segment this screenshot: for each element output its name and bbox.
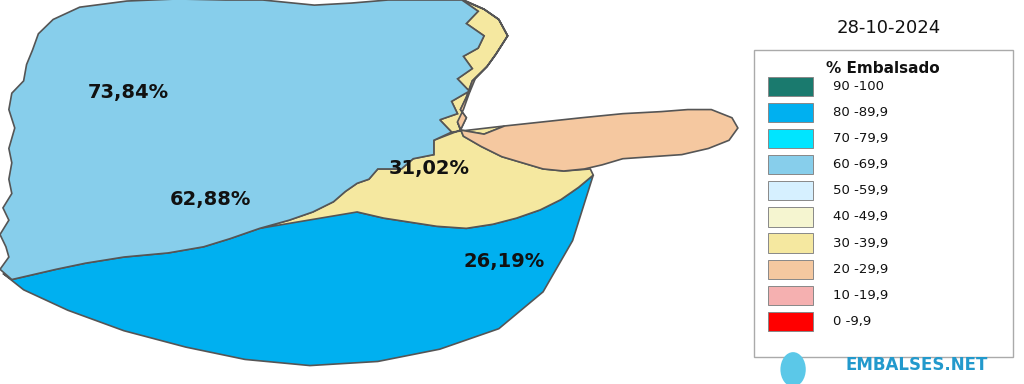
Text: 10 -19,9: 10 -19,9	[833, 289, 888, 302]
Bar	[768, 155, 813, 174]
Polygon shape	[0, 0, 484, 280]
Bar	[768, 207, 813, 227]
Text: 90 -100: 90 -100	[833, 80, 884, 93]
Text: EMBALSES.NET: EMBALSES.NET	[846, 356, 988, 374]
Circle shape	[780, 352, 806, 384]
Polygon shape	[260, 0, 593, 228]
Text: 50 -59,9: 50 -59,9	[833, 184, 888, 197]
Text: 73,84%: 73,84%	[87, 83, 169, 102]
Text: 62,88%: 62,88%	[170, 190, 252, 209]
Text: 70 -79,9: 70 -79,9	[833, 132, 888, 145]
Bar	[768, 286, 813, 305]
Text: % Embalsado: % Embalsado	[826, 61, 940, 76]
Text: 40 -49,9: 40 -49,9	[833, 210, 888, 223]
Polygon shape	[3, 140, 593, 366]
Bar	[768, 233, 813, 253]
Bar	[768, 129, 813, 148]
Text: 30 -39,9: 30 -39,9	[833, 237, 888, 250]
Bar	[768, 103, 813, 122]
Polygon shape	[458, 0, 738, 171]
Text: 20 -29,9: 20 -29,9	[833, 263, 888, 276]
FancyBboxPatch shape	[754, 50, 1013, 357]
Bar	[768, 181, 813, 200]
Bar	[768, 312, 813, 331]
Bar	[768, 77, 813, 96]
Text: 60 -69,9: 60 -69,9	[833, 158, 888, 171]
Text: 31,02%: 31,02%	[388, 159, 470, 179]
Text: 0 -9,9: 0 -9,9	[833, 315, 870, 328]
Text: 26,19%: 26,19%	[464, 252, 545, 271]
Text: 28-10-2024: 28-10-2024	[837, 19, 941, 37]
Text: 80 -89,9: 80 -89,9	[833, 106, 888, 119]
Bar	[768, 260, 813, 279]
